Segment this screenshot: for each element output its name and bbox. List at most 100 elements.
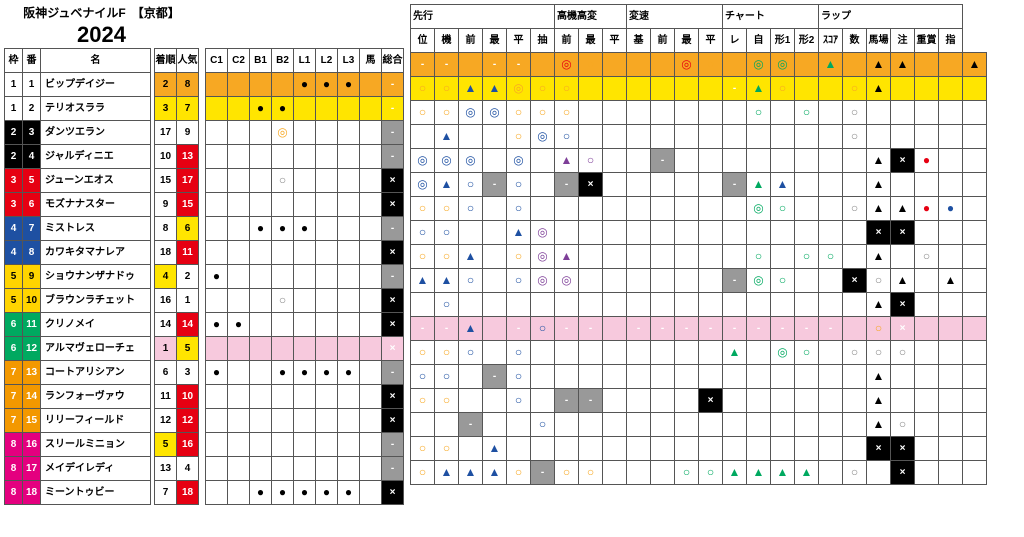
popularity: 7 [177,97,199,121]
mark-cell: ● [250,97,272,121]
mark-cell [843,413,867,437]
mark-cell [963,77,987,101]
mark-cell [459,389,483,413]
popularity: 8 [177,73,199,97]
mark-cell: ● [915,197,939,221]
mark-cell [603,269,627,293]
horse-row: 817メイデイレディ134 [5,457,199,481]
horse-name: テリオスララ [41,97,151,121]
mark-cell [360,409,382,433]
mark-cell [939,221,963,245]
mark-cell: - [555,389,579,413]
mark-cell [843,149,867,173]
mark-cell [250,361,272,385]
mark-cell: × [382,385,404,409]
mark-cell [579,125,603,149]
mark-cell [795,197,819,221]
mark-cell [867,461,891,485]
popularity: 11 [177,241,199,265]
finish-rank: 3 [155,97,177,121]
mark-cell: ○ [411,221,435,245]
popularity: 14 [177,313,199,337]
horse-num: 18 [23,481,41,505]
mark-cell [294,433,316,457]
col-hdr: 平 [507,29,531,53]
mark-cell [675,101,699,125]
mark-cell [747,125,771,149]
mark-cell: ○ [507,173,531,197]
mark-cell [651,125,675,149]
mark-cell: - [675,317,699,341]
mark-cell [675,149,699,173]
horse-row: 48カワキタマナレア1811 [5,241,199,265]
mark-cell [723,149,747,173]
mark-cell [228,73,250,97]
mark-cell [843,365,867,389]
mid-row: × [206,409,404,433]
mark-cell: ▲ [435,269,459,293]
popularity: 16 [177,433,199,457]
col-hdr: 自 [747,29,771,53]
mid-row: × [206,241,404,265]
mark-cell [891,389,915,413]
mark-cell: ▲ [483,461,507,485]
mark-cell: ▲ [435,173,459,197]
mark-cell [915,269,939,293]
mark-cell: ● [316,481,338,505]
mark-cell: ○ [843,197,867,221]
mark-cell [699,293,723,317]
frame-num: 3 [5,193,23,217]
mark-cell: ○ [411,101,435,125]
mark-cell [206,169,228,193]
horse-num: 16 [23,433,41,457]
mark-cell [360,457,382,481]
mark-cell [939,317,963,341]
mark-cell [627,77,651,101]
mark-cell [338,145,360,169]
mark-cell: ○ [795,341,819,365]
horse-row: 714ランフォーヴァウ1110 [5,385,199,409]
mark-cell [795,173,819,197]
mark-cell [338,241,360,265]
mark-cell [651,173,675,197]
mark-cell [360,313,382,337]
popularity: 2 [177,265,199,289]
mark-cell [891,245,915,269]
mark-cell: ● [316,361,338,385]
horse-num: 14 [23,385,41,409]
mark-cell [963,125,987,149]
mark-cell [483,269,507,293]
mark-cell: ○ [435,77,459,101]
mark-cell [699,221,723,245]
mid-hdr: 総合 [382,49,404,73]
mark-cell [272,73,294,97]
mark-cell: ○ [435,389,459,413]
mark-cell: ● [206,361,228,385]
popularity: 5 [177,337,199,361]
mark-cell [603,389,627,413]
popularity: 17 [177,169,199,193]
mark-cell [338,385,360,409]
mark-cell [699,269,723,293]
mark-cell: ○ [435,437,459,461]
mark-cell [963,437,987,461]
mark-cell: ▲ [891,53,915,77]
mark-cell [915,101,939,125]
mark-cell [294,145,316,169]
mark-cell [555,437,579,461]
mark-cell [206,241,228,265]
mark-cell [338,217,360,241]
mark-cell: ▲ [555,149,579,173]
mark-cell: × [382,289,404,313]
finish-rank: 5 [155,433,177,457]
mark-cell [915,317,939,341]
mark-cell [228,457,250,481]
mark-cell [675,269,699,293]
mark-cell [316,97,338,121]
mark-cell: - [723,269,747,293]
group-hdr: 変速 [627,5,723,29]
horse-num: 10 [23,289,41,313]
mark-cell [771,149,795,173]
mark-cell [771,125,795,149]
mark-cell [272,433,294,457]
